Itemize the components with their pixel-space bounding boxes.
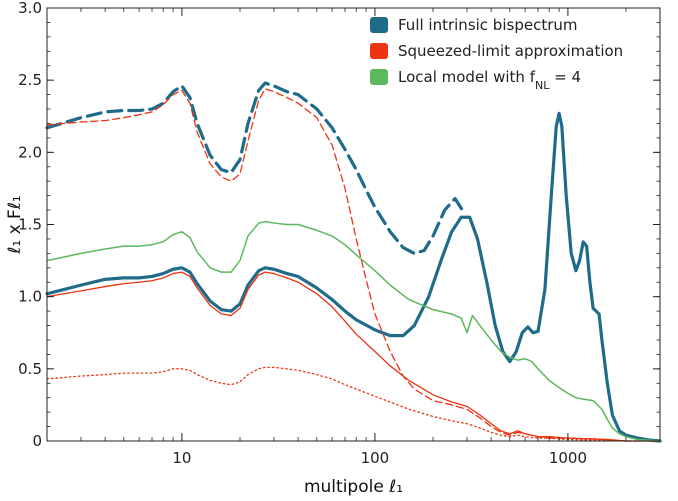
series-line-0 <box>45 81 466 255</box>
x-tick-label: 10 <box>172 449 191 467</box>
y-axis-label: ℓ₁ x Fℓ₁ <box>5 195 25 254</box>
x-tick-label: 1000 <box>549 449 587 467</box>
series-layer <box>45 81 662 443</box>
legend-swatch <box>370 69 388 85</box>
x-tick-label: 100 <box>361 449 390 467</box>
y-tick-label: 0 <box>32 432 42 450</box>
legend: Full intrinsic bispectrum Squeezed-limit … <box>370 16 623 92</box>
series-line-2 <box>46 88 661 442</box>
y-tick-label: 2.0 <box>18 143 42 161</box>
legend-swatch <box>370 43 388 59</box>
legend-label: Local model with fNL = 4 <box>398 68 581 92</box>
series-line-1 <box>45 111 662 443</box>
x-axis-label: multipole ℓ₁ <box>304 477 403 497</box>
y-tick-label: 0.5 <box>18 360 42 378</box>
y-tick-label: 3.0 <box>18 0 42 17</box>
series-line-3 <box>46 271 661 442</box>
legend-label: Full intrinsic bispectrum <box>398 16 577 34</box>
series-line-4 <box>46 366 661 442</box>
series-line-5 <box>46 220 661 442</box>
y-tick-label: 1.0 <box>18 288 42 306</box>
legend-label: Squeezed-limit approximation <box>398 42 623 60</box>
ticks-layer: 0 0.5 1.0 1.5 2.0 2.5 3.0 10 100 1000 <box>18 0 661 467</box>
legend-swatch <box>370 17 388 33</box>
y-tick-label: 1.5 <box>18 216 42 234</box>
y-tick-label: 2.5 <box>18 71 42 89</box>
